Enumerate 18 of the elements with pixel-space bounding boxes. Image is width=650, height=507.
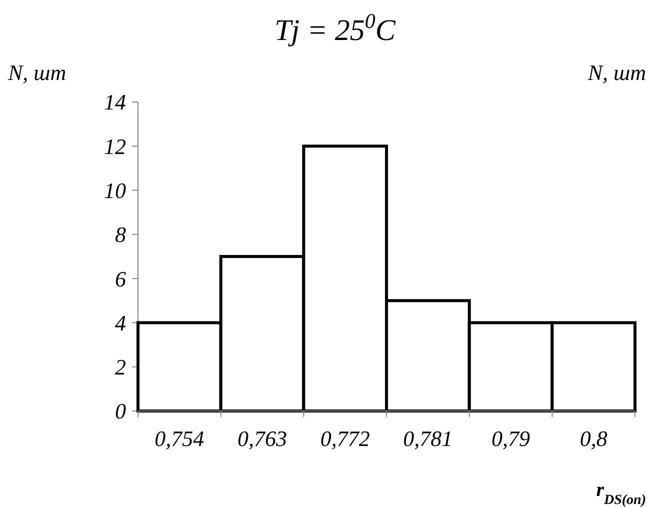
x-axis-title: r$_{DS(on)}$	[596, 479, 646, 507]
y-tick-label: 6	[115, 266, 126, 292]
text: N, шт	[586, 60, 646, 85]
y-tick-label: 10	[104, 178, 126, 203]
x-tick-label: 0,772	[320, 426, 370, 451]
y-tick-label: 14	[104, 90, 126, 115]
y-tick-label: 2	[115, 354, 126, 380]
y-tick-label: 0	[115, 398, 126, 424]
y-tick-label: 12	[104, 134, 126, 159]
y-tick-label: 4	[115, 310, 126, 336]
x-tick-label: 0,763	[238, 426, 287, 451]
x-tick-label: 0,79	[492, 426, 530, 451]
y-axis-title: N, шт	[7, 60, 66, 85]
chart-title: Tj = 25$^{0}$C	[274, 9, 396, 47]
y-tick-label: 8	[115, 222, 126, 248]
x-tick-label: 0,781	[403, 426, 453, 451]
x-tick-label: 0,754	[154, 426, 204, 451]
x-tick-label: 0,8	[580, 426, 608, 451]
